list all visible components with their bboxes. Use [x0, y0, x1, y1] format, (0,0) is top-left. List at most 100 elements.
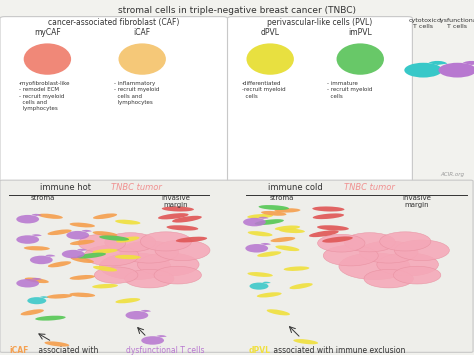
Ellipse shape [115, 220, 140, 224]
Text: cytotoxic
T cells: cytotoxic T cells [409, 18, 438, 29]
Ellipse shape [312, 207, 345, 212]
Ellipse shape [283, 266, 310, 271]
Circle shape [155, 240, 210, 261]
Ellipse shape [337, 43, 384, 75]
Wedge shape [156, 335, 167, 337]
Text: - immature
- recruit myeloid
  cells: - immature - recruit myeloid cells [327, 81, 373, 99]
Ellipse shape [93, 266, 117, 272]
Text: associated with immune exclusion: associated with immune exclusion [271, 346, 405, 355]
Text: stromal cells in triple-negative breast cancer (TNBC): stromal cells in triple-negative breast … [118, 6, 356, 15]
Wedge shape [463, 61, 474, 65]
Circle shape [16, 279, 39, 288]
Ellipse shape [77, 253, 106, 258]
Text: invasive
margin: invasive margin [403, 195, 431, 208]
Ellipse shape [118, 43, 166, 75]
Wedge shape [32, 234, 42, 236]
Ellipse shape [162, 207, 194, 212]
Ellipse shape [279, 229, 305, 233]
Wedge shape [141, 310, 151, 312]
Wedge shape [45, 255, 55, 257]
Circle shape [84, 245, 139, 266]
Text: invasive
margin: invasive margin [161, 195, 190, 208]
Text: dysfunctional T cells: dysfunctional T cells [126, 346, 204, 355]
Ellipse shape [172, 216, 202, 223]
Circle shape [394, 240, 449, 261]
Ellipse shape [93, 213, 117, 219]
Text: ACIR.org: ACIR.org [440, 172, 465, 177]
Ellipse shape [247, 214, 273, 219]
Wedge shape [261, 243, 271, 245]
Ellipse shape [38, 214, 63, 219]
Text: myCAF: myCAF [34, 28, 61, 37]
Ellipse shape [259, 205, 289, 210]
Ellipse shape [166, 225, 198, 230]
Text: -differentiated
-recruit myeloid
  cells: -differentiated -recruit myeloid cells [242, 81, 285, 99]
Ellipse shape [35, 316, 65, 321]
Circle shape [62, 250, 84, 258]
Ellipse shape [255, 219, 284, 225]
Circle shape [249, 283, 268, 290]
Circle shape [105, 233, 156, 252]
Circle shape [137, 253, 199, 276]
Text: associated with: associated with [36, 346, 100, 355]
Ellipse shape [115, 298, 140, 303]
Circle shape [100, 253, 171, 280]
Circle shape [393, 266, 441, 284]
Circle shape [380, 232, 431, 251]
Ellipse shape [247, 272, 273, 277]
Circle shape [30, 256, 53, 264]
Text: stroma: stroma [270, 195, 294, 201]
Circle shape [16, 215, 39, 223]
FancyBboxPatch shape [0, 17, 228, 183]
Circle shape [339, 253, 410, 280]
Ellipse shape [290, 283, 313, 289]
Circle shape [438, 63, 474, 77]
Ellipse shape [47, 229, 72, 235]
Circle shape [27, 297, 46, 304]
Ellipse shape [99, 235, 129, 241]
Circle shape [359, 241, 418, 263]
Ellipse shape [257, 251, 281, 257]
Wedge shape [32, 214, 42, 216]
Text: perivascular-like cells (PVL): perivascular-like cells (PVL) [267, 18, 373, 27]
Circle shape [243, 218, 266, 226]
Text: immune cold: immune cold [268, 183, 325, 192]
Ellipse shape [275, 245, 300, 251]
Circle shape [140, 232, 191, 251]
Wedge shape [258, 217, 268, 219]
Text: immune hot: immune hot [40, 183, 94, 192]
Wedge shape [262, 282, 271, 283]
Ellipse shape [248, 231, 273, 236]
Circle shape [318, 234, 365, 252]
Ellipse shape [24, 43, 71, 75]
Circle shape [66, 231, 89, 239]
Wedge shape [77, 249, 87, 251]
Text: dysfunctional
T cells: dysfunctional T cells [436, 18, 474, 29]
Circle shape [323, 245, 378, 266]
Ellipse shape [261, 211, 286, 216]
Circle shape [154, 266, 201, 284]
Ellipse shape [246, 43, 294, 75]
Circle shape [94, 267, 138, 283]
Ellipse shape [274, 208, 301, 213]
Ellipse shape [48, 261, 71, 267]
Ellipse shape [92, 249, 118, 253]
Ellipse shape [257, 292, 282, 297]
Wedge shape [32, 278, 42, 280]
Ellipse shape [45, 342, 69, 346]
Circle shape [404, 63, 442, 77]
Circle shape [141, 336, 164, 345]
Wedge shape [82, 230, 92, 232]
Text: TNBC tumor: TNBC tumor [344, 183, 395, 192]
Ellipse shape [158, 213, 189, 219]
Circle shape [344, 233, 395, 252]
Circle shape [16, 235, 39, 244]
Wedge shape [428, 61, 447, 65]
Ellipse shape [70, 240, 95, 245]
Text: stroma: stroma [30, 195, 55, 201]
Circle shape [364, 269, 413, 288]
Circle shape [78, 234, 126, 252]
Text: TNBC tumor: TNBC tumor [111, 183, 162, 192]
Ellipse shape [24, 246, 50, 250]
Circle shape [377, 253, 438, 276]
